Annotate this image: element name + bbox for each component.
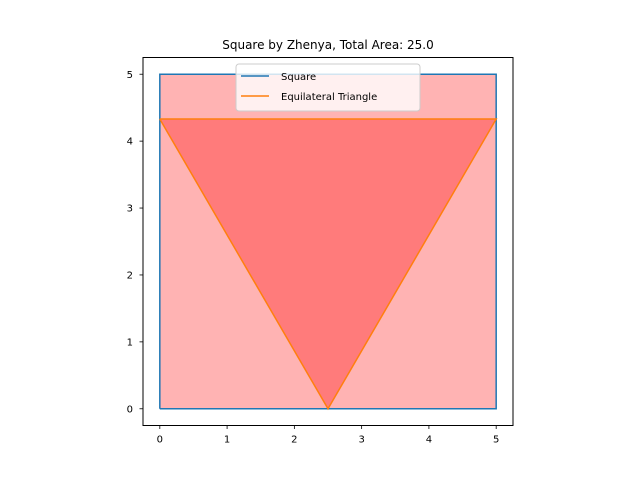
x-tick-label: 1 <box>224 435 230 446</box>
series-lines <box>159 73 498 411</box>
y-tick-label: 1 <box>127 337 133 348</box>
y-tick-label: 4 <box>127 137 133 148</box>
x-axis: 0 1 2 3 4 5 <box>157 425 499 446</box>
x-tick-label: 5 <box>493 435 499 446</box>
x-tick-label: 4 <box>426 435 432 446</box>
plot-frame <box>142 57 514 426</box>
y-axis: 0 1 2 3 4 5 <box>127 70 143 415</box>
y-tick-label: 5 <box>127 70 133 81</box>
x-tick-label: 2 <box>291 435 297 446</box>
series-fills <box>159 74 497 409</box>
legend-label-equilateral-triangle: Equilateral Triangle <box>281 92 377 103</box>
x-tick-label: 0 <box>157 435 163 446</box>
legend-box <box>235 63 421 112</box>
series-line-equilateral-triangle <box>159 118 498 411</box>
legend-label-square: Square <box>281 72 316 83</box>
y-tick-label: 0 <box>127 404 133 415</box>
y-tick-label: 2 <box>127 271 133 282</box>
x-tick-label: 3 <box>358 435 364 446</box>
series-fill-equilateral-triangle <box>159 119 497 409</box>
legend: Square Equilateral Triangle <box>235 63 421 112</box>
y-tick-label: 3 <box>127 204 133 215</box>
chart-title: Square by Zhenya, Total Area: 25.0 <box>222 38 434 52</box>
series-line-square <box>159 73 497 410</box>
